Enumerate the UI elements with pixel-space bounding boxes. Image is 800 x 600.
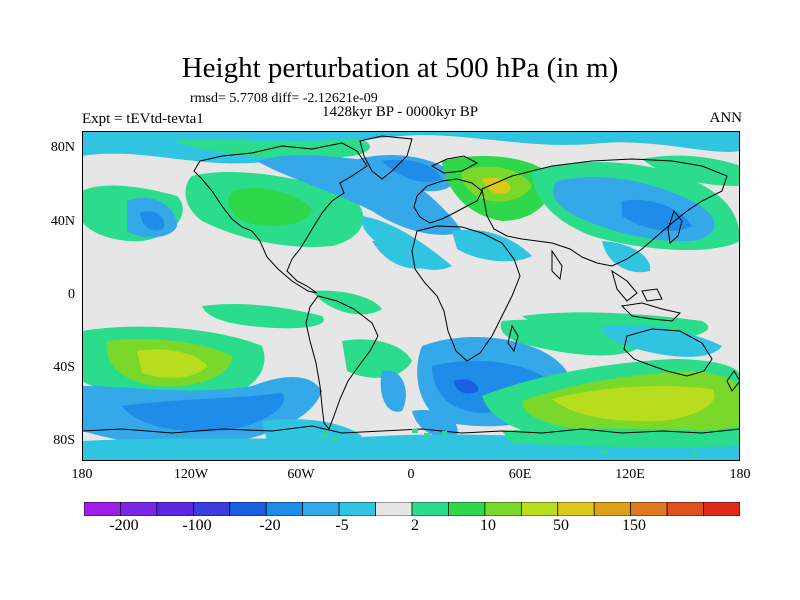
x-tick-label: 60E xyxy=(508,467,532,482)
y-tick-label: 80N xyxy=(50,140,75,155)
contour-region xyxy=(602,241,651,273)
y-tick-label: 40S xyxy=(53,360,75,375)
contour-region xyxy=(137,349,207,378)
map-panel xyxy=(82,131,740,461)
contour-region xyxy=(257,155,462,235)
colorbar-swatch xyxy=(265,501,304,517)
x-tick-label: 120E xyxy=(615,467,645,482)
period-label: 1428kyr BP - 0000kyr BP xyxy=(322,104,479,120)
colorbar-label: -100 xyxy=(182,517,212,534)
contour-region xyxy=(380,370,406,412)
colorbar-swatch xyxy=(484,501,522,517)
colorbar-swatch xyxy=(83,501,121,517)
contour-region xyxy=(622,199,692,231)
colorbar-swatch xyxy=(302,501,340,517)
colorbar-label: -20 xyxy=(259,517,281,534)
contour-region xyxy=(412,410,458,438)
contour-region xyxy=(140,211,165,231)
colorbar-label: 150 xyxy=(622,517,646,534)
map-border xyxy=(82,131,740,461)
contour-region xyxy=(500,319,642,356)
stats-label: rmsd= 5.7708 diff= -2.12621e-09 xyxy=(190,91,378,106)
x-tick-label: 0 xyxy=(407,467,415,482)
colorbar-swatch xyxy=(229,501,267,517)
contour-region xyxy=(601,324,722,357)
contour-region xyxy=(372,240,432,269)
colorbar-swatch xyxy=(192,501,231,517)
contour-region xyxy=(202,304,324,329)
colorbar-swatch xyxy=(593,501,632,517)
colorbar-label: 10 xyxy=(480,517,496,534)
y-tick-label: 0 xyxy=(68,287,75,302)
colorbar-label: -200 xyxy=(109,517,139,534)
colorbar-swatch xyxy=(630,501,668,517)
colorbar-swatch xyxy=(520,501,559,517)
x-tick-label: 120W xyxy=(173,467,209,482)
contour-region xyxy=(502,428,740,448)
experiment-label: Expt = tEVtd-tevta1 xyxy=(82,111,204,127)
colorbar-swatch xyxy=(557,501,595,517)
season-label: ANN xyxy=(709,110,743,126)
y-tick-label: 80S xyxy=(53,433,75,448)
contour-region xyxy=(382,159,442,182)
colorbar-swatch xyxy=(120,501,158,517)
colorbar-swatches xyxy=(83,501,741,517)
contour-region xyxy=(312,290,382,315)
x-tick-label: 60W xyxy=(287,467,315,482)
colorbar-swatch xyxy=(448,501,486,517)
contour-region xyxy=(342,339,412,378)
colorbar-label: 2 xyxy=(411,517,419,534)
colorbar-swatch xyxy=(338,501,376,517)
colorbar-label: -5 xyxy=(335,517,349,534)
colorbar xyxy=(83,501,741,517)
plot-title: Height perturbation at 500 hPa (in m) xyxy=(181,52,619,84)
contour-region xyxy=(454,379,479,394)
contour-region xyxy=(642,155,740,186)
contour-region xyxy=(482,177,511,194)
colorbar-swatch xyxy=(156,501,194,517)
contour-region xyxy=(122,393,284,432)
x-tick-label: 180 xyxy=(729,467,751,482)
colorbar-swatch xyxy=(375,501,413,517)
contour-region xyxy=(552,386,715,422)
colorbar-swatch xyxy=(703,501,741,517)
x-tick-label: 180 xyxy=(71,467,93,482)
colorbar-swatch xyxy=(666,501,704,517)
colorbar-swatch xyxy=(411,501,449,517)
contour-region xyxy=(452,229,532,262)
coastlines xyxy=(82,135,740,434)
y-tick-label: 40N xyxy=(50,214,75,229)
colorbar-label: 50 xyxy=(553,517,569,534)
contour-region xyxy=(228,188,312,227)
speckle-patches xyxy=(82,309,697,455)
height-perturbation-map xyxy=(82,131,740,461)
contour-region xyxy=(361,216,452,270)
